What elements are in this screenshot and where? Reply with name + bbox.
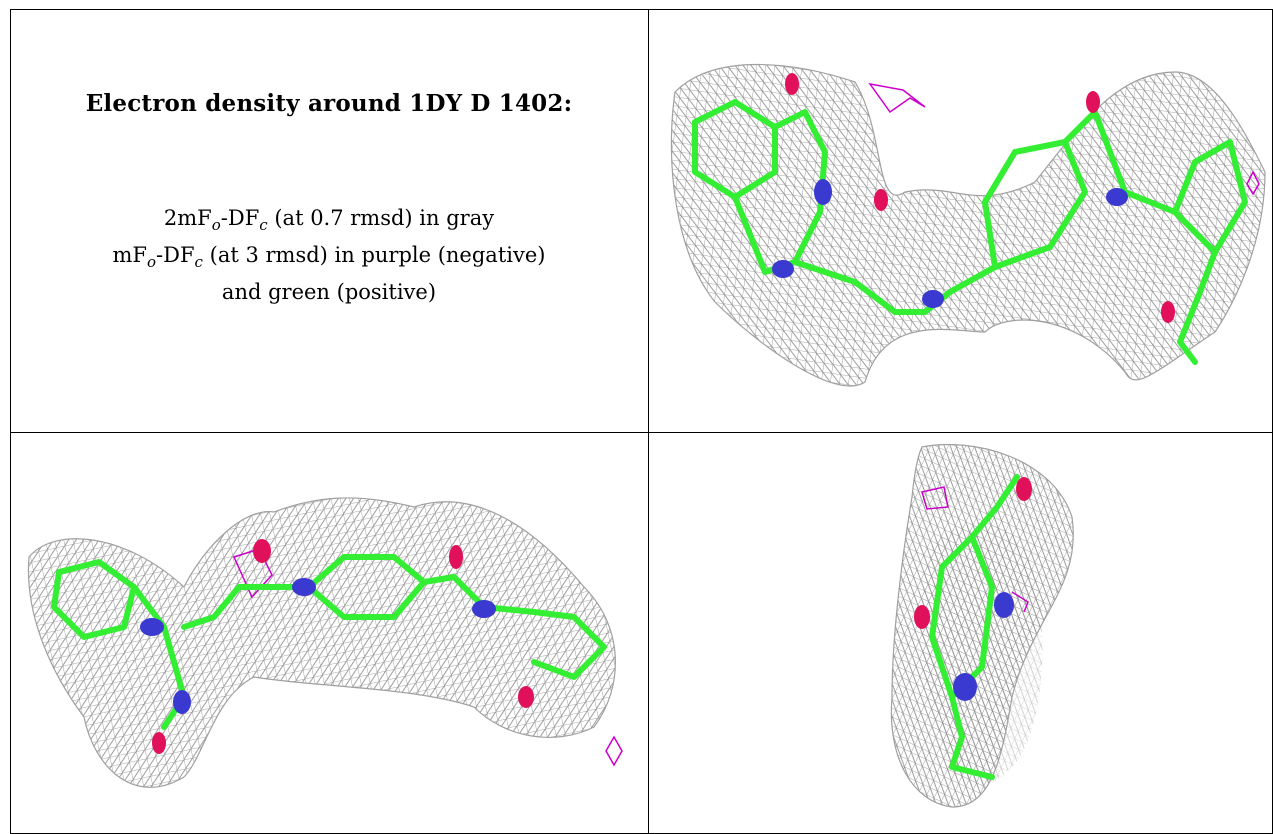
mesh-fofc-negative xyxy=(232,548,623,767)
mesh-2fofc xyxy=(670,63,1266,387)
legend-line-positive: and green (positive) xyxy=(221,280,437,305)
density-render xyxy=(890,444,1074,808)
mesh-fofc-negative xyxy=(868,82,1260,196)
oxygen-atoms xyxy=(914,477,1032,629)
nitrogen-atoms xyxy=(140,578,496,714)
density-render xyxy=(670,63,1266,387)
density-view-bottom-left xyxy=(14,437,646,830)
caption-cell: Electron density around 1DY D 1402: 2mFo… xyxy=(10,10,648,430)
legend-line-fofc: mFo-DFc (at 3 rmsd) in purple (negative) xyxy=(112,243,546,272)
density-legend: 2mFo-DFc (at 0.7 rmsd) in gray mFo-DFc (… xyxy=(113,203,546,307)
density-view-top-right xyxy=(655,12,1270,430)
table-row-divider xyxy=(10,432,1273,433)
mesh-2fofc xyxy=(890,444,1074,808)
figure-title: Electron density around 1DY D 1402: xyxy=(85,90,573,117)
mesh-fofc-negative xyxy=(921,486,1029,613)
legend-line-2fofc: 2mFo-DFc (at 0.7 rmsd) in gray xyxy=(163,206,495,235)
molecule-sticks xyxy=(51,554,607,730)
density-view-bottom-right xyxy=(652,437,1269,830)
density-render xyxy=(27,497,623,788)
oxygen-atoms xyxy=(785,73,1175,323)
table-border-top xyxy=(10,9,1273,10)
table-column-divider xyxy=(648,9,649,834)
oxygen-atoms xyxy=(152,539,534,754)
mesh-2fofc xyxy=(27,497,616,788)
molecule-sticks xyxy=(692,99,1248,365)
nitrogen-atoms xyxy=(772,179,1128,308)
table-border-left xyxy=(10,9,11,834)
molecule-sticks xyxy=(929,474,1020,780)
nitrogen-atoms xyxy=(953,592,1014,701)
